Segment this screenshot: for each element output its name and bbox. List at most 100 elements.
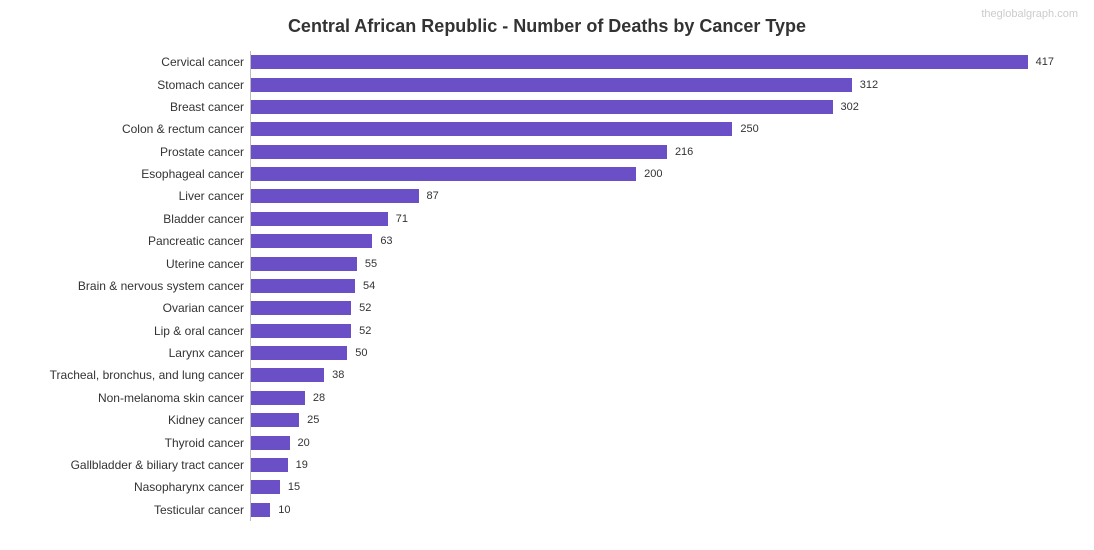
bar-fill — [251, 234, 372, 248]
bar-track: 87 — [250, 185, 1054, 207]
bar-fill — [251, 167, 636, 181]
bar-label: Brain & nervous system cancer — [40, 279, 250, 293]
bar-value: 200 — [644, 168, 662, 180]
bar-row: Thyroid cancer 20 — [40, 431, 1054, 453]
bar-row: Non-melanoma skin cancer 28 — [40, 387, 1054, 409]
bar-row: Nasopharynx cancer 15 — [40, 476, 1054, 498]
bar-fill — [251, 301, 351, 315]
bar-value: 55 — [365, 258, 377, 270]
bar-label: Prostate cancer — [40, 145, 250, 159]
bar-track: 50 — [250, 342, 1054, 364]
bar-label: Gallbladder & biliary tract cancer — [40, 458, 250, 472]
bar-fill — [251, 145, 667, 159]
bar-value: 216 — [675, 146, 693, 158]
bar-fill — [251, 391, 305, 405]
bar-row: Ovarian cancer52 — [40, 297, 1054, 319]
bar-fill — [251, 55, 1028, 69]
bar-row: Liver cancer87 — [40, 185, 1054, 207]
bar-row: Gallbladder & biliary tract cancer 19 — [40, 454, 1054, 476]
bar-fill — [251, 212, 388, 226]
bar-label: Pancreatic cancer — [40, 234, 250, 248]
bar-row: Larynx cancer 50 — [40, 342, 1054, 364]
bar-fill — [251, 78, 852, 92]
bar-value: 10 — [278, 504, 290, 516]
bar-fill — [251, 368, 324, 382]
bar-track: 216 — [250, 141, 1054, 163]
bar-fill — [251, 436, 290, 450]
bar-fill — [251, 122, 732, 136]
bar-value: 50 — [355, 347, 367, 359]
bar-track: 250 — [250, 118, 1054, 140]
chart-container: Central African Republic - Number of Dea… — [0, 0, 1094, 550]
bar-row: Kidney cancer 25 — [40, 409, 1054, 431]
bar-track: 417 — [250, 51, 1054, 73]
bar-value: 28 — [313, 392, 325, 404]
bar-track: 55 — [250, 252, 1054, 274]
bar-label: Stomach cancer — [40, 78, 250, 92]
bar-track: 52 — [250, 320, 1054, 342]
bar-label: Breast cancer — [40, 100, 250, 114]
bar-fill — [251, 279, 355, 293]
bar-label: Larynx cancer — [40, 346, 250, 360]
bar-track: 302 — [250, 96, 1054, 118]
bar-fill — [251, 257, 357, 271]
bar-label: Uterine cancer — [40, 257, 250, 271]
bar-track: 38 — [250, 364, 1054, 386]
bar-track: 19 — [250, 454, 1054, 476]
bar-value: 25 — [307, 414, 319, 426]
bar-track: 71 — [250, 208, 1054, 230]
bar-label: Nasopharynx cancer — [40, 480, 250, 494]
bar-value: 38 — [332, 369, 344, 381]
bar-track: 25 — [250, 409, 1054, 431]
bar-value: 71 — [396, 213, 408, 225]
bar-value: 54 — [363, 280, 375, 292]
bar-row: Esophageal cancer 200 — [40, 163, 1054, 185]
bar-label: Testicular cancer — [40, 503, 250, 517]
bar-value: 312 — [860, 79, 878, 91]
bar-value: 302 — [841, 101, 859, 113]
bar-track: 52 — [250, 297, 1054, 319]
bar-value: 63 — [380, 235, 392, 247]
bar-label: Bladder cancer — [40, 212, 250, 226]
bar-track: 20 — [250, 431, 1054, 453]
bar-fill — [251, 480, 280, 494]
bar-row: Uterine cancer 55 — [40, 252, 1054, 274]
bar-row: Pancreatic cancer 63 — [40, 230, 1054, 252]
bar-row: Colon & rectum cancer 250 — [40, 118, 1054, 140]
bar-label: Non-melanoma skin cancer — [40, 391, 250, 405]
bar-value: 20 — [298, 437, 310, 449]
bar-track: 54 — [250, 275, 1054, 297]
bar-fill — [251, 100, 833, 114]
bar-row: Tracheal, bronchus, and lung cancer 38 — [40, 364, 1054, 386]
bar-value: 52 — [359, 325, 371, 337]
bar-row: Prostate cancer 216 — [40, 141, 1054, 163]
bar-fill — [251, 413, 299, 427]
bar-label: Colon & rectum cancer — [40, 122, 250, 136]
bar-row: Testicular cancer 10 — [40, 499, 1054, 521]
bar-row: Bladder cancer 71 — [40, 208, 1054, 230]
bar-fill — [251, 458, 288, 472]
chart-title: Central African Republic - Number of Dea… — [40, 16, 1054, 37]
bar-value: 250 — [740, 123, 758, 135]
bar-row: Breast cancer 302 — [40, 96, 1054, 118]
bar-track: 28 — [250, 387, 1054, 409]
bar-label: Tracheal, bronchus, and lung cancer — [40, 368, 250, 382]
bar-track: 312 — [250, 73, 1054, 95]
bar-fill — [251, 189, 419, 203]
bar-label: Esophageal cancer — [40, 167, 250, 181]
bar-label: Kidney cancer — [40, 413, 250, 427]
watermark: theglobalgraph.com — [981, 8, 1078, 20]
bar-value: 19 — [296, 459, 308, 471]
bar-fill — [251, 503, 270, 517]
bar-value: 52 — [359, 302, 371, 314]
bar-row: Stomach cancer 312 — [40, 73, 1054, 95]
bar-value: 15 — [288, 481, 300, 493]
bar-track: 200 — [250, 163, 1054, 185]
bar-row: Lip & oral cancer52 — [40, 320, 1054, 342]
bar-fill — [251, 346, 347, 360]
bar-label: Cervical cancer — [40, 55, 250, 69]
bar-value: 417 — [1036, 56, 1054, 68]
bar-row: Cervical cancer 417 — [40, 51, 1054, 73]
bar-fill — [251, 324, 351, 338]
bar-label: Thyroid cancer — [40, 436, 250, 450]
